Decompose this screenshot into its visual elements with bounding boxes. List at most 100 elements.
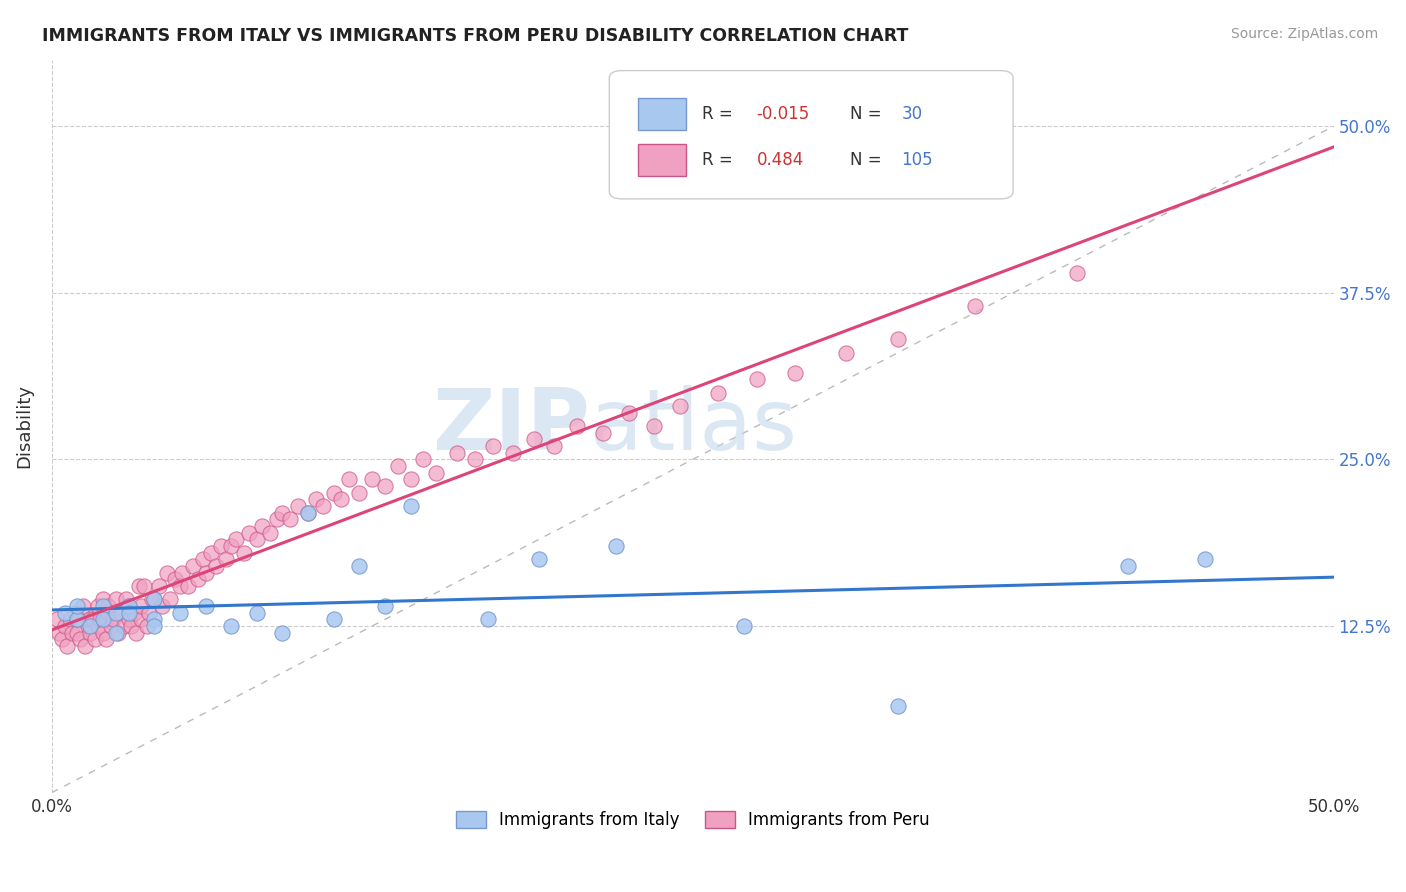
Point: [97, 606, 120, 620]
Point: [669, 399, 692, 413]
Point: [107, 625, 129, 640]
Point: [412, 452, 434, 467]
Text: ZIP: ZIP: [432, 384, 591, 467]
Point: [1066, 266, 1088, 280]
Point: [297, 506, 319, 520]
Point: [266, 512, 288, 526]
Point: [56, 639, 79, 653]
Point: [374, 479, 396, 493]
Point: [122, 606, 145, 620]
Point: [141, 592, 163, 607]
Point: [176, 579, 198, 593]
Point: [181, 559, 204, 574]
Point: [643, 419, 665, 434]
Point: [51, 632, 73, 647]
Point: [225, 533, 247, 547]
Point: [60, 625, 83, 640]
Point: [63, 606, 86, 620]
Text: R =: R =: [702, 105, 738, 123]
Point: [87, 619, 110, 633]
Point: [219, 539, 242, 553]
Point: [233, 546, 256, 560]
Point: [312, 499, 335, 513]
Point: [104, 592, 127, 607]
Text: -0.015: -0.015: [756, 105, 810, 123]
Point: [82, 612, 104, 626]
Point: [446, 446, 468, 460]
Point: [110, 606, 132, 620]
Point: [53, 619, 76, 633]
Point: [163, 573, 186, 587]
Text: atlas: atlas: [591, 384, 799, 467]
Point: [209, 539, 232, 553]
Point: [200, 546, 222, 560]
Text: 105: 105: [901, 151, 934, 169]
Point: [543, 439, 565, 453]
Point: [204, 559, 226, 574]
Point: [84, 632, 107, 647]
Point: [72, 599, 94, 613]
Point: [112, 619, 135, 633]
Point: [125, 625, 148, 640]
Point: [399, 499, 422, 513]
Point: [118, 599, 141, 613]
Point: [118, 612, 141, 626]
Point: [387, 459, 409, 474]
Point: [79, 625, 101, 640]
Point: [169, 606, 191, 620]
Point: [349, 485, 371, 500]
Point: [271, 506, 294, 520]
FancyBboxPatch shape: [637, 98, 686, 130]
Text: IMMIGRANTS FROM ITALY VS IMMIGRANTS FROM PERU DISABILITY CORRELATION CHART: IMMIGRANTS FROM ITALY VS IMMIGRANTS FROM…: [42, 27, 908, 45]
Point: [53, 606, 76, 620]
Point: [349, 559, 371, 574]
Point: [330, 492, 353, 507]
Point: [66, 625, 89, 640]
Point: [523, 433, 546, 447]
Point: [835, 346, 858, 360]
Legend: Immigrants from Italy, Immigrants from Peru: Immigrants from Italy, Immigrants from P…: [449, 804, 936, 836]
Point: [322, 485, 344, 500]
Point: [143, 619, 166, 633]
Point: [91, 592, 114, 607]
Point: [246, 606, 269, 620]
Point: [361, 472, 384, 486]
Point: [97, 599, 120, 613]
Point: [100, 619, 122, 633]
Y-axis label: Disability: Disability: [15, 384, 32, 468]
Point: [94, 632, 117, 647]
Point: [76, 619, 98, 633]
Point: [59, 612, 82, 626]
Point: [527, 552, 550, 566]
FancyBboxPatch shape: [609, 70, 1014, 199]
Point: [464, 452, 486, 467]
Point: [79, 619, 101, 633]
Point: [148, 579, 170, 593]
Point: [481, 439, 503, 453]
Point: [219, 619, 242, 633]
Point: [191, 552, 214, 566]
Point: [135, 619, 157, 633]
Point: [79, 612, 101, 626]
Point: [337, 472, 360, 486]
Text: Source: ZipAtlas.com: Source: ZipAtlas.com: [1230, 27, 1378, 41]
Point: [187, 573, 209, 587]
Point: [250, 519, 273, 533]
Point: [194, 566, 217, 580]
Point: [963, 299, 986, 313]
Point: [45, 612, 67, 626]
Point: [238, 525, 260, 540]
Text: N =: N =: [851, 105, 887, 123]
Point: [143, 612, 166, 626]
Point: [159, 592, 181, 607]
Point: [94, 612, 117, 626]
Point: [707, 385, 730, 400]
Point: [143, 592, 166, 607]
Point: [143, 592, 166, 607]
Point: [567, 419, 589, 434]
Point: [399, 472, 422, 486]
Point: [605, 539, 627, 553]
Point: [374, 599, 396, 613]
Point: [103, 612, 125, 626]
Point: [118, 606, 141, 620]
